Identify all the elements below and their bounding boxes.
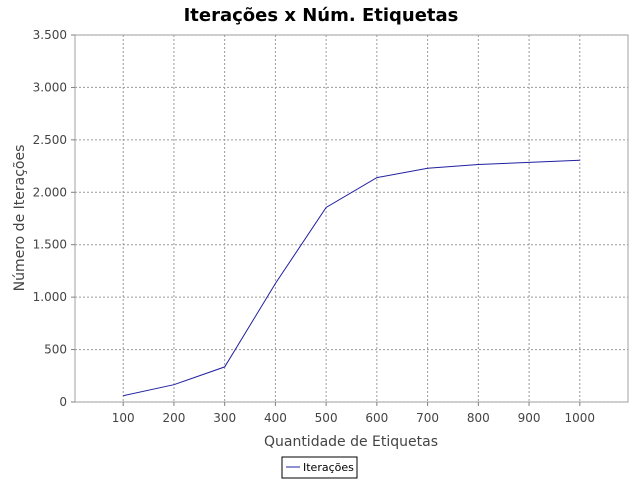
legend-box [281, 456, 358, 479]
y-tick-label: 0 [59, 395, 67, 409]
y-axis-label: Número de Iterações [12, 145, 28, 292]
data-point [579, 159, 581, 161]
x-tick-label: 100 [112, 411, 135, 425]
data-point [122, 395, 124, 397]
x-tick-label: 400 [264, 411, 287, 425]
y-tick-label: 1.000 [33, 290, 67, 304]
x-tick-label: 300 [213, 411, 236, 425]
data-point [325, 206, 327, 208]
legend-entry: Iterações [303, 461, 354, 474]
axis-ticks: 0 500 1.000 1.500 2.000 2.500 3.000 3.500 100 200… [33, 28, 595, 425]
data-point [376, 177, 378, 179]
x-tick-label: 900 [518, 411, 541, 425]
series-layer [122, 159, 581, 397]
x-tick-label: 200 [162, 411, 185, 425]
x-tick-label: 800 [467, 411, 490, 425]
y-tick-label: 3.500 [33, 28, 67, 42]
chart-title: Iterações x Núm. Etiquetas [184, 5, 459, 26]
data-point [173, 384, 175, 386]
x-axis-label: Quantidade de Etiquetas [264, 434, 438, 450]
data-point [274, 283, 276, 285]
x-tick-label: 600 [365, 411, 388, 425]
data-point [477, 163, 479, 165]
plot-area [74, 34, 629, 403]
data-point [528, 161, 530, 163]
series-line-0 [123, 159, 580, 397]
y-tick-label: 2.500 [33, 133, 67, 147]
y-tick-label: 3.000 [33, 80, 67, 94]
x-tick-label: 700 [416, 411, 439, 425]
legend: Iterações [281, 456, 358, 479]
y-tick-label: 2.000 [33, 185, 67, 199]
x-tick-label: 500 [315, 411, 338, 425]
y-tick-label: 500 [44, 343, 67, 357]
x-tick-label: 1000 [565, 411, 596, 425]
data-point [224, 366, 226, 368]
data-point [427, 167, 429, 169]
y-tick-label: 1.500 [33, 238, 67, 252]
